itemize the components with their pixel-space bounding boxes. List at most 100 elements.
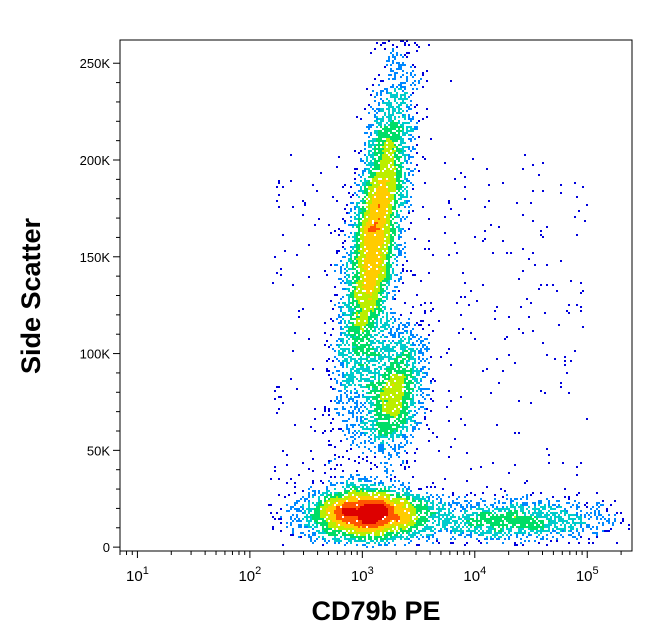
scatter-point <box>548 462 550 464</box>
scatter-point <box>376 466 378 468</box>
scatter-point <box>300 498 302 500</box>
scatter-point <box>286 522 288 524</box>
scatter-point <box>404 530 406 532</box>
scatter-point <box>310 536 312 538</box>
scatter-point <box>346 340 348 342</box>
scatter-point <box>372 388 374 390</box>
scatter-point <box>350 220 352 222</box>
scatter-point <box>370 344 372 346</box>
scatter-point <box>396 370 398 372</box>
scatter-point <box>524 514 526 516</box>
scatter-point <box>410 334 412 336</box>
scatter-point <box>368 150 370 152</box>
scatter-point <box>402 528 404 530</box>
scatter-point <box>362 322 364 324</box>
scatter-point <box>420 360 422 362</box>
scatter-point <box>504 524 506 526</box>
scatter-point <box>402 94 404 96</box>
scatter-point <box>398 448 400 450</box>
scatter-point <box>392 148 394 150</box>
scatter-point <box>460 528 462 530</box>
scatter-point <box>408 44 410 46</box>
scatter-point <box>394 90 396 92</box>
scatter-point <box>556 526 558 528</box>
scatter-point <box>426 510 428 512</box>
scatter-point <box>384 430 386 432</box>
scatter-point <box>396 256 398 258</box>
scatter-point <box>400 338 402 340</box>
scatter-point <box>398 98 400 100</box>
scatter-point <box>364 322 366 324</box>
scatter-point <box>578 518 580 520</box>
scatter-point <box>432 526 434 528</box>
scatter-point <box>374 398 376 400</box>
scatter-point <box>568 534 570 536</box>
scatter-point <box>408 158 410 160</box>
scatter-point <box>422 368 424 370</box>
scatter-point <box>350 448 352 450</box>
scatter-point <box>334 286 336 288</box>
scatter-point <box>396 102 398 104</box>
scatter-point <box>432 518 434 520</box>
scatter-point <box>392 106 394 108</box>
scatter-point <box>464 186 466 188</box>
scatter-point <box>464 536 466 538</box>
scatter-point <box>376 304 378 306</box>
scatter-point <box>494 532 496 534</box>
scatter-point <box>418 496 420 498</box>
scatter-point <box>344 376 346 378</box>
scatter-point <box>278 494 280 496</box>
scatter-point <box>454 508 456 510</box>
scatter-point <box>510 518 512 520</box>
scatter-point <box>398 414 400 416</box>
scatter-point <box>374 420 376 422</box>
scatter-point <box>398 160 400 162</box>
scatter-point <box>398 174 400 176</box>
scatter-point <box>550 540 552 542</box>
scatter-point <box>348 330 350 332</box>
scatter-point <box>444 478 446 480</box>
scatter-point <box>320 504 322 506</box>
scatter-point <box>486 486 488 488</box>
scatter-point <box>392 218 394 220</box>
scatter-point <box>384 340 386 342</box>
scatter-point <box>366 328 368 330</box>
scatter-point <box>398 64 400 66</box>
scatter-point <box>370 326 372 328</box>
scatter-point <box>378 124 380 126</box>
scatter-point <box>324 528 326 530</box>
scatter-point <box>396 244 398 246</box>
scatter-point <box>368 144 370 146</box>
scatter-point <box>302 496 304 498</box>
scatter-point <box>348 284 350 286</box>
scatter-point <box>302 308 304 310</box>
scatter-point <box>334 230 336 232</box>
scatter-point <box>398 136 400 138</box>
scatter-point <box>522 526 524 528</box>
scatter-point <box>558 500 560 502</box>
scatter-point <box>386 294 388 296</box>
scatter-point <box>394 206 396 208</box>
scatter-point <box>318 490 320 492</box>
scatter-point <box>400 496 402 498</box>
scatter-point <box>412 430 414 432</box>
scatter-point <box>364 210 366 212</box>
scatter-point <box>370 144 372 146</box>
scatter-point <box>498 500 500 502</box>
scatter-point <box>364 314 366 316</box>
scatter-point <box>408 360 410 362</box>
scatter-point <box>340 492 342 494</box>
scatter-point <box>392 96 394 98</box>
scatter-point <box>406 442 408 444</box>
scatter-point <box>394 150 396 152</box>
scatter-point <box>422 344 424 346</box>
scatter-point <box>268 504 270 506</box>
scatter-point <box>292 514 294 516</box>
scatter-point <box>412 402 414 404</box>
scatter-point <box>392 48 394 50</box>
scatter-point <box>344 288 346 290</box>
scatter-point <box>328 480 330 482</box>
scatter-point <box>410 368 412 370</box>
scatter-point <box>378 382 380 384</box>
scatter-point <box>492 506 494 508</box>
